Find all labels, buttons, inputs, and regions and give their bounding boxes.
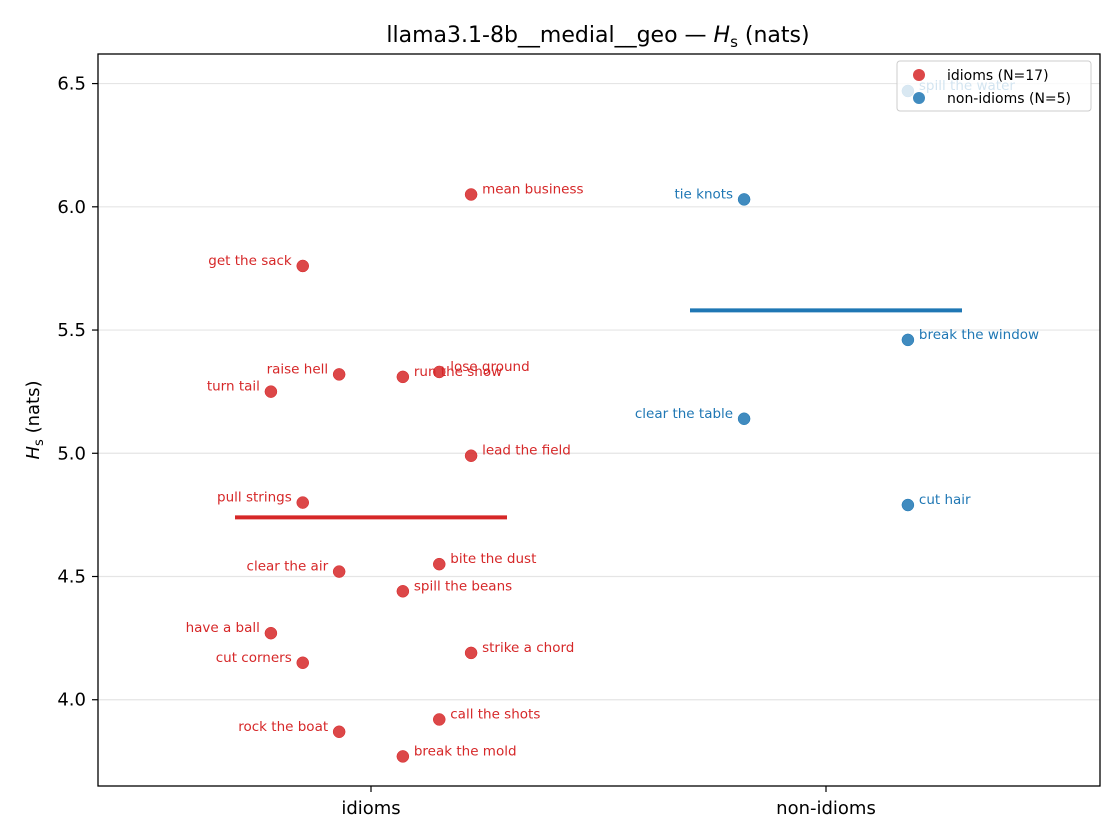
data-point: [464, 449, 478, 462]
title-main: llama3.1-8b__medial__geo —: [386, 23, 713, 48]
data-point: [332, 725, 346, 739]
ylabel-unit: (nats): [23, 381, 44, 440]
point-label: clear the table: [635, 406, 733, 422]
data-point: [396, 750, 410, 763]
chart-title: llama3.1-8b__medial__geo — Hs (nats): [386, 23, 809, 51]
legend: idioms (N=17) non-idioms (N=5): [896, 60, 1092, 112]
data-point: [296, 259, 309, 273]
title-unit: (nats): [738, 23, 810, 48]
grid: [98, 82, 1100, 701]
legend-label: non-idioms (N=5): [947, 91, 1071, 107]
plot-frame: [97, 53, 1101, 787]
point-label: break the window: [919, 327, 1039, 343]
y-tick-label: 5.0: [57, 443, 86, 464]
point-label: cut corners: [216, 650, 292, 666]
ylabel-var: H: [23, 445, 44, 459]
x-tick-label: idioms: [341, 798, 400, 819]
y-axis: 4.0 4.5 5.0 5.5 6.0 6.5: [57, 74, 98, 711]
y-tick-label: 5.5: [57, 320, 86, 341]
point-label: mean business: [482, 181, 583, 197]
legend-marker: [913, 92, 925, 104]
point-label: cut hair: [919, 492, 971, 508]
point-label: bite the dust: [450, 551, 536, 567]
y-tick-label: 4.5: [57, 567, 86, 588]
title-var: H: [714, 23, 731, 48]
data-point: [264, 385, 278, 398]
point-label: break the mold: [414, 743, 517, 759]
legend-box: [896, 60, 1092, 112]
point-label: raise hell: [267, 361, 329, 377]
x-tick-label: non-idioms: [776, 798, 876, 819]
title-sub: s: [730, 33, 738, 51]
data-point: [737, 412, 751, 426]
data-point: [433, 713, 446, 726]
data-point: [464, 188, 478, 201]
point-label: spill the beans: [414, 578, 512, 594]
data-point: [737, 193, 751, 206]
data-point: [464, 646, 478, 660]
mean-lines: [235, 308, 962, 520]
y-tick-label: 6.5: [57, 74, 86, 95]
point-label: call the shots: [450, 706, 540, 722]
y-tick-label: 6.0: [57, 197, 86, 218]
data-point: [396, 370, 410, 384]
legend-label: idioms (N=17): [947, 68, 1049, 84]
data-point: [332, 565, 346, 578]
point-label: get the sack: [208, 253, 292, 269]
y-axis-label: Hs (nats): [23, 381, 47, 460]
legend-marker: [913, 69, 925, 81]
data-point: [433, 557, 446, 571]
data-point: [433, 365, 446, 379]
point-label: lose ground: [450, 359, 529, 375]
data-point: [901, 498, 915, 512]
point-label: clear the air: [247, 559, 329, 575]
ylabel-sub: s: [32, 439, 47, 446]
point-label: strike a chord: [482, 640, 574, 656]
y-tick-label: 4.0: [57, 690, 86, 711]
data-point: [296, 656, 309, 670]
data-point: [332, 368, 346, 381]
point-label: have a ball: [186, 620, 260, 636]
point-label: lead the field: [482, 443, 571, 459]
data-point: [264, 626, 278, 640]
data-point: [901, 333, 915, 347]
point-label: turn tail: [207, 379, 260, 395]
point-label: rock the boat: [238, 719, 328, 735]
x-axis: idioms non-idioms: [341, 786, 876, 819]
point-label: tie knots: [674, 186, 733, 202]
point-label: pull strings: [217, 490, 292, 506]
data-point: [296, 496, 309, 509]
data-point: [396, 585, 410, 598]
